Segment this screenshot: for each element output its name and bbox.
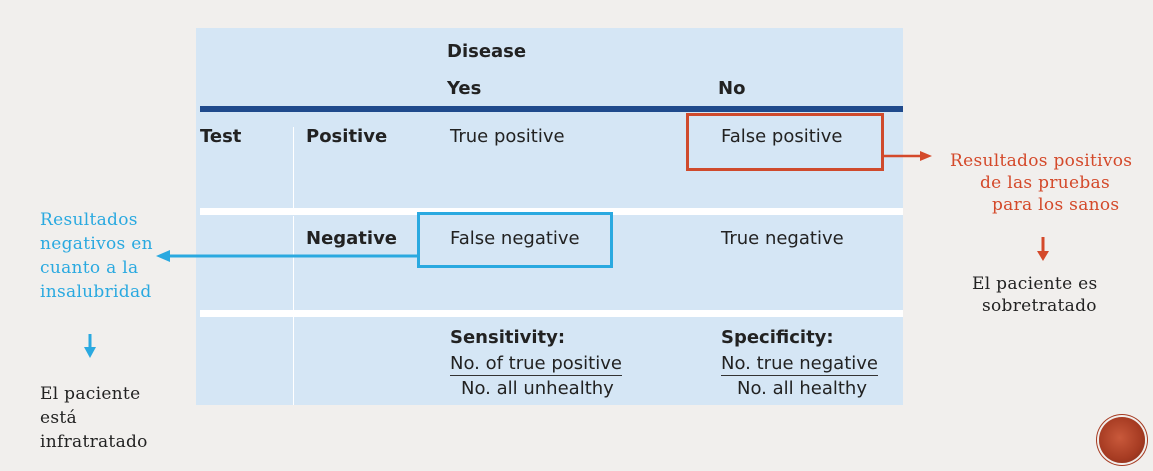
true-negative-cell: True negative (721, 228, 844, 249)
undertreated-down-arrow (84, 334, 96, 358)
test-row-label: Test (200, 126, 242, 147)
contingency-table-panel (196, 28, 903, 405)
false-negative-note: Resultados negativos en cuanto a la insa… (40, 210, 153, 302)
false-positive-cell: False positive (721, 126, 843, 147)
disease-header: Disease (447, 41, 527, 62)
true-positive-cell: True positive (450, 126, 565, 147)
yes-column-header: Yes (447, 78, 482, 99)
negative-row-label: Negative (306, 228, 398, 249)
sensitivity-denominator: No. all unhealthy (461, 378, 614, 399)
sensitivity-title: Sensitivity: (450, 327, 566, 348)
decorative-seal-icon (1099, 417, 1145, 463)
false-positive-note: Resultados positivos de las pruebas para… (950, 151, 1133, 215)
sensitivity-numerator: No. of true positive (450, 353, 622, 376)
no-column-header: No (718, 78, 746, 99)
false-negative-highlight-box (417, 212, 613, 268)
overtreated-note: El paciente es sobretratado (972, 274, 1098, 316)
header-rule (200, 106, 903, 112)
row-separator (200, 208, 903, 215)
column-divider (293, 317, 294, 405)
column-divider (293, 127, 294, 209)
row-separator (200, 310, 903, 317)
false-positive-highlight-box (686, 113, 884, 171)
false-positive-arrow (881, 151, 932, 161)
false-negative-arrow (156, 250, 417, 262)
column-divider (293, 216, 294, 310)
positive-row-label: Positive (306, 126, 388, 147)
overtreated-down-arrow (1037, 237, 1049, 261)
specificity-title: Specificity: (721, 327, 834, 348)
undertreated-note: El paciente está infratratado (40, 384, 148, 452)
specificity-numerator: No. true negative (721, 353, 878, 376)
specificity-denominator: No. all healthy (737, 378, 867, 399)
false-negative-cell: False negative (450, 228, 580, 249)
